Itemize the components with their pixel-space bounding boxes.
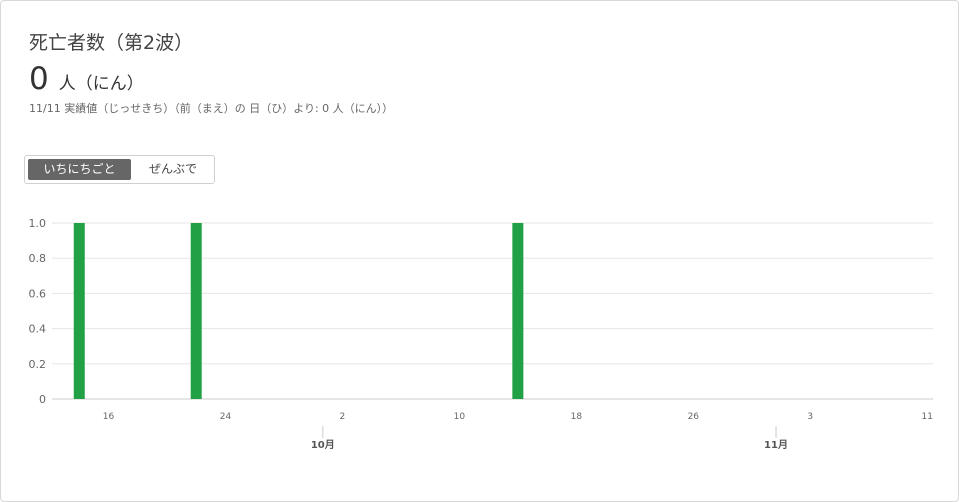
y-tick-label: 0.6 xyxy=(29,287,47,300)
y-tick-label: 0.8 xyxy=(29,252,47,265)
y-tick-label: 0.2 xyxy=(29,358,47,371)
x-tick-label: 11 xyxy=(921,412,932,422)
x-tick-label: 16 xyxy=(103,412,115,422)
x-tick-label: 10 xyxy=(454,412,466,422)
card-subtitle: 11/11 実績値（じっせきち）（前（まえ）の 日（ひ）より: 0 人（にん）） xyxy=(29,102,394,115)
month-label: 10月 xyxy=(311,439,335,451)
death-count: 0 xyxy=(29,61,49,97)
month-label: 11月 xyxy=(764,439,788,451)
card-title: 死亡者数（第2波） xyxy=(29,32,194,54)
x-tick-label: 24 xyxy=(220,412,232,422)
cumulative-toggle-button[interactable]: ぜんぶで xyxy=(148,162,197,176)
data-bar xyxy=(73,223,85,399)
death-count-unit: 人（にん） xyxy=(58,74,144,94)
data-bar xyxy=(190,223,202,399)
daily-toggle-button[interactable]: いちにちごと xyxy=(28,159,131,180)
x-tick-label: 3 xyxy=(807,412,813,422)
y-tick-label: 0.4 xyxy=(29,323,47,336)
data-mode-toggle: いちにちごと ぜんぶで xyxy=(24,155,215,184)
x-tick-label: 26 xyxy=(688,412,700,422)
x-tick-label: 18 xyxy=(571,412,583,422)
headline-value: 0 人（にん） xyxy=(29,61,144,97)
y-tick-label: 1.0 xyxy=(29,217,47,230)
data-bar xyxy=(512,223,524,399)
x-tick-label: 2 xyxy=(340,412,346,422)
y-tick-label: 0 xyxy=(39,393,46,406)
